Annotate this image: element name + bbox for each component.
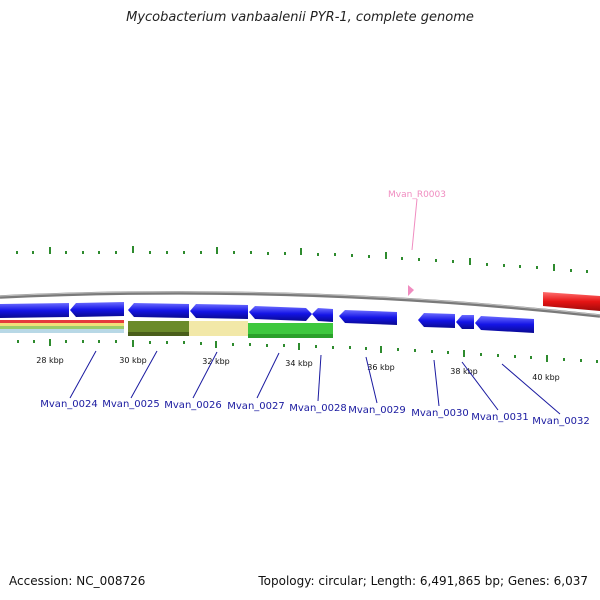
gene-label-mvan-0025[interactable]: Mvan_0025: [102, 399, 159, 410]
accession-text: Accession: NC_008726: [9, 574, 146, 588]
gene-label-mvan-0027[interactable]: Mvan_0027: [227, 401, 284, 412]
gene-label-mvan-r0003[interactable]: Mvan_R0003: [388, 190, 446, 200]
gene-label-mvan-0029[interactable]: Mvan_0029: [348, 405, 405, 416]
cds-feature[interactable]: [339, 310, 397, 325]
cds-feature[interactable]: [190, 304, 248, 319]
trna-feature[interactable]: [408, 285, 414, 296]
cds-feature[interactable]: [128, 303, 189, 318]
gene-label-mvan-0028[interactable]: Mvan_0028: [289, 403, 346, 414]
analysis-track: [0, 320, 333, 338]
scale-label-32kbp: 32 kbp: [202, 357, 230, 366]
gene-leader-lines: [69, 350, 561, 415]
scale-label-38kbp: 38 kbp: [450, 367, 478, 376]
cds-feature[interactable]: [249, 306, 312, 321]
gene-label-mvan-0026[interactable]: Mvan_0026: [164, 400, 221, 411]
cds-feature[interactable]: [312, 308, 333, 322]
rna-leader-line: [411, 198, 418, 251]
cds-feature[interactable]: [475, 316, 534, 333]
map-title: Mycobacterium vanbaalenii PYR-1, complet…: [126, 10, 474, 25]
gene-label-mvan-0030[interactable]: Mvan_0030: [411, 408, 468, 419]
cds-feature[interactable]: [0, 303, 69, 318]
genome-stats-text: Topology: circular; Length: 6,491,865 bp…: [258, 574, 588, 588]
scale-label-36kbp: 36 kbp: [367, 363, 395, 372]
scale-label-30kbp: 30 kbp: [119, 356, 147, 365]
gene-label-mvan-0031[interactable]: Mvan_0031: [471, 412, 528, 423]
cds-track: [0, 302, 534, 333]
genome-backbone: [0, 291, 600, 318]
scale-label-40kbp: 40 kbp: [532, 373, 560, 382]
scale-label-34kbp: 34 kbp: [285, 359, 313, 368]
genome-backbone-highlight: [0, 291, 600, 316]
gene-label-mvan-0024[interactable]: Mvan_0024: [40, 399, 97, 410]
scale-tick-track: [17, 339, 598, 363]
gene-label-mvan-0032[interactable]: Mvan_0032: [532, 416, 589, 427]
scale-label-28kbp: 28 kbp: [36, 356, 64, 365]
cds-feature[interactable]: [456, 315, 474, 329]
rrna-feature[interactable]: [543, 292, 600, 311]
cds-feature[interactable]: [70, 302, 124, 317]
outer-tick-track: [16, 246, 588, 273]
cds-feature[interactable]: [418, 313, 455, 328]
